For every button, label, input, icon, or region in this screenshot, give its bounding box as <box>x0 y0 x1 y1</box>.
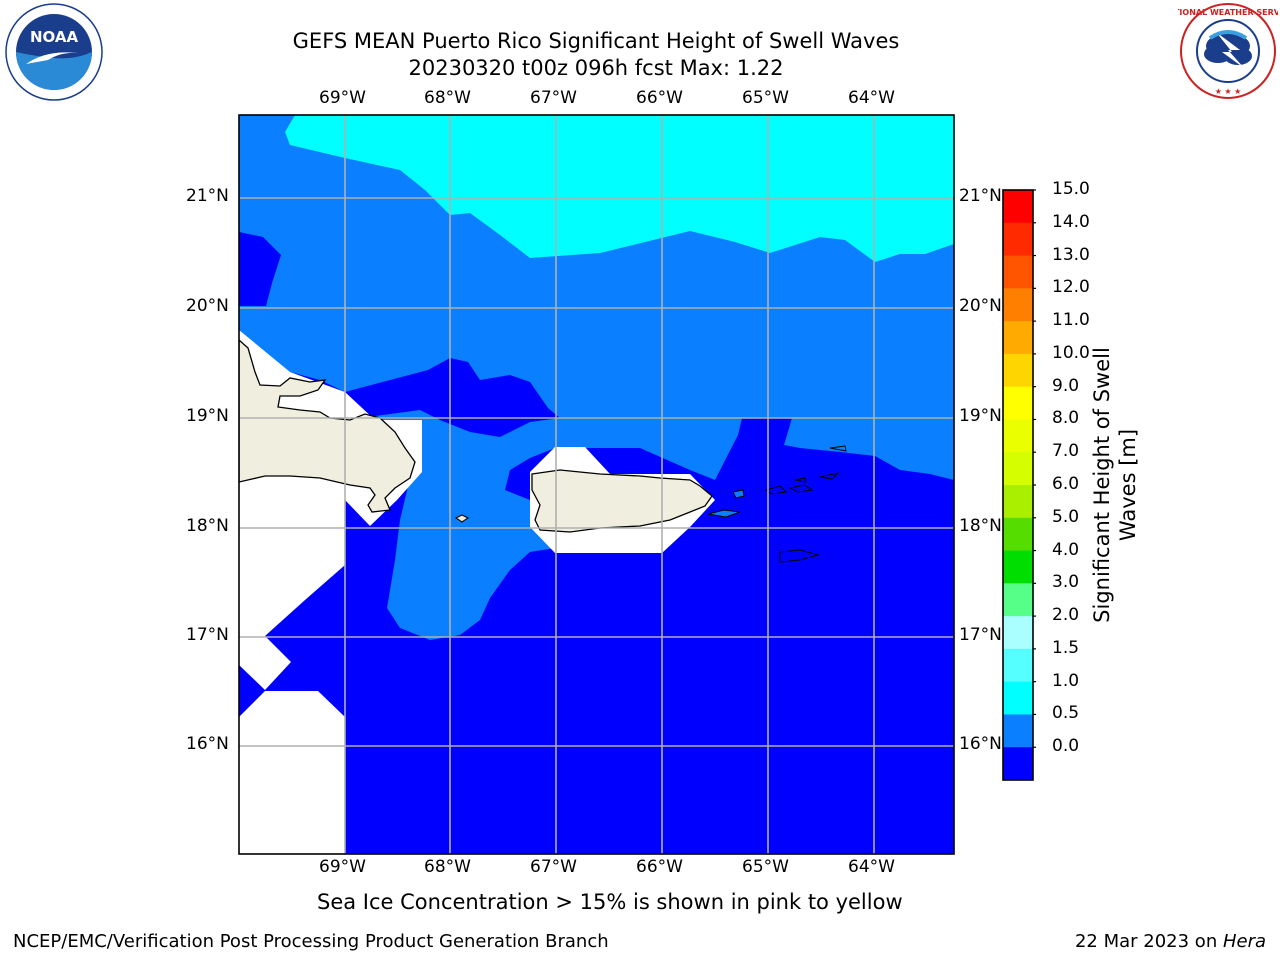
island-vieques <box>707 509 741 518</box>
lat-label-right: 16°N <box>959 734 1002 754</box>
nodata-region <box>239 480 345 636</box>
map-title: GEFS MEAN Puerto Rico Significant Height… <box>292 29 900 53</box>
colorbar-tick-label: 2.0 <box>1052 605 1080 626</box>
footer-date: 22 Mar 2023 on Hera <box>1075 931 1266 952</box>
lat-label-right: 17°N <box>959 625 1002 645</box>
colorbar-tick-label: 9.0 <box>1052 375 1080 396</box>
colorbar-segment <box>1003 648 1033 683</box>
lon-label-top: 68°W <box>424 88 471 108</box>
lon-label-bottom: 65°W <box>742 857 789 877</box>
colorbar-segment <box>1003 353 1033 388</box>
colorbar-segment <box>1003 517 1033 552</box>
lat-label-left: 21°N <box>186 186 229 206</box>
colorbar-tick-label: 7.0 <box>1052 441 1080 462</box>
island-culebra <box>732 489 745 499</box>
colorbar-segment <box>1003 288 1033 322</box>
colorbar-tick-label: 5.0 <box>1052 506 1080 527</box>
colorbar-tick-label: 0.0 <box>1052 736 1080 757</box>
colorbar-segment <box>1003 419 1033 453</box>
colorbar-tick-label: 1.5 <box>1052 637 1080 658</box>
lon-label-bottom: 69°W <box>319 857 366 877</box>
lon-label-bottom: 67°W <box>530 857 577 877</box>
colorbar-segment <box>1003 386 1033 420</box>
colorbar-tick-label: 4.0 <box>1052 539 1080 560</box>
lat-label-right: 19°N <box>959 406 1002 426</box>
lat-label-right: 18°N <box>959 516 1002 536</box>
colorbar-tick-label: 6.0 <box>1052 474 1080 494</box>
swell-band-0.0-0.5 <box>239 232 281 306</box>
lon-label-top: 67°W <box>530 88 577 108</box>
swell-band-1.0-1.5 <box>285 115 954 262</box>
colorbar-tick-label: 8.0 <box>1052 408 1080 429</box>
national-weather-service-logo: NATIONAL WEATHER SERVICE ★ ★ ★ <box>1178 3 1278 99</box>
map-subtitle: 20230320 t00z 096h fcst Max: 1.22 <box>408 56 784 80</box>
colorbar-segment <box>1003 550 1033 584</box>
lon-label-bottom: 68°W <box>424 857 471 877</box>
colorbar-tick-label: 14.0 <box>1052 211 1090 232</box>
svg-text:NATIONAL WEATHER SERVICE: NATIONAL WEATHER SERVICE <box>1178 8 1278 17</box>
colorbar-segment <box>1003 485 1033 519</box>
graticule <box>239 115 954 854</box>
colorbar-tick-label: 1.0 <box>1052 670 1080 691</box>
lat-label-left: 18°N <box>186 516 229 536</box>
footer-host: Hera <box>1222 931 1266 952</box>
colorbar-tick-label: 11.0 <box>1052 310 1090 331</box>
colorbar-tick-label: 13.0 <box>1052 244 1090 265</box>
colorbar-segment <box>1003 583 1033 617</box>
colorbar <box>1002 189 1036 781</box>
lon-label-top: 66°W <box>636 88 683 108</box>
svg-text:NOAA: NOAA <box>30 28 79 46</box>
colorbar-segment <box>1003 681 1033 715</box>
footer-branch: NCEP/EMC/Verification Post Processing Pr… <box>13 931 609 952</box>
colorbar-segment <box>1003 255 1033 289</box>
colorbar-segment <box>1003 616 1033 650</box>
swell-band-0.0-0.5 <box>239 418 954 854</box>
lon-label-bottom: 64°W <box>848 857 895 877</box>
sea-ice-caption: Sea Ice Concentration > 15% is shown in … <box>317 890 903 914</box>
colorbar-segment <box>1003 321 1033 355</box>
island-virgin-islands <box>764 472 840 495</box>
colorbar-segment <box>1003 452 1033 486</box>
map-frame <box>238 114 955 855</box>
lat-label-left: 17°N <box>186 625 229 645</box>
island-anguilla <box>829 445 847 452</box>
footer-date-text: 22 Mar 2023 on <box>1074 931 1223 952</box>
colorbar-segment <box>1003 190 1033 224</box>
lat-label-left: 20°N <box>186 296 229 316</box>
svg-text:★ ★ ★: ★ ★ ★ <box>1215 87 1242 96</box>
nodata-region <box>239 691 345 854</box>
lon-label-top: 69°W <box>319 88 366 108</box>
island-st-croix <box>779 549 821 563</box>
colorbar-tick-label: 10.0 <box>1052 342 1090 363</box>
lat-label-left: 19°N <box>186 406 229 426</box>
lat-label-left: 16°N <box>186 734 229 754</box>
lon-label-top: 64°W <box>848 88 895 108</box>
colorbar-title-line2: Waves [m] <box>1116 428 1140 542</box>
puerto-rico-land <box>531 469 713 533</box>
lat-label-right: 20°N <box>959 296 1002 316</box>
lon-label-bottom: 66°W <box>636 857 683 877</box>
colorbar-title: Significant Height of Swell Waves [m] <box>1089 325 1141 645</box>
colorbar-title-line1: Significant Height of Swell <box>1090 347 1114 623</box>
colorbar-tick-label: 0.5 <box>1052 703 1080 724</box>
noaa-logo: NOAA <box>5 3 103 101</box>
colorbar-segment <box>1003 222 1033 257</box>
swell-band-0.0-0.5 <box>239 340 560 437</box>
lat-label-right: 21°N <box>959 186 1002 206</box>
island-mona <box>454 514 470 523</box>
colorbar-segment <box>1003 747 1033 781</box>
nodata-region <box>239 636 291 690</box>
colorbar-tick-label: 3.0 <box>1052 572 1080 593</box>
colorbar-segment <box>1003 714 1033 748</box>
lon-label-top: 65°W <box>742 88 789 108</box>
colorbar-tick-label: 15.0 <box>1052 179 1090 199</box>
colorbar-tick-label: 12.0 <box>1052 277 1090 298</box>
